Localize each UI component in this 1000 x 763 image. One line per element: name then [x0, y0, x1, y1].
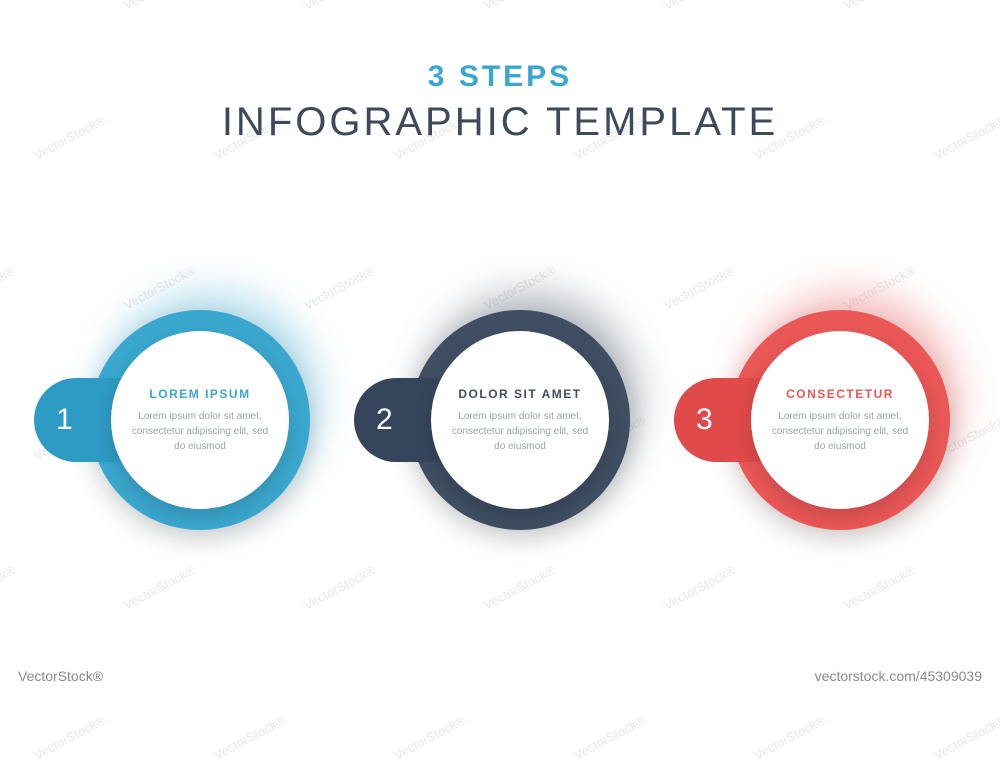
watermark-tile: VectorStock® [571, 712, 648, 762]
watermark-tile: VectorStock® [481, 562, 558, 612]
footer-left: VectorStock® [18, 668, 103, 684]
watermark-tile: VectorStock® [661, 562, 738, 612]
step-1-body: Lorem ipsum dolor sit amet, consectetur … [129, 409, 271, 454]
step-1-disc: LOREM IPSUM Lorem ipsum dolor sit amet, … [111, 331, 289, 509]
watermark-tile: VectorStock® [661, 0, 738, 13]
step-2-disc: DOLOR SIT AMET Lorem ipsum dolor sit ame… [431, 331, 609, 509]
watermark-tile: VectorStock® [481, 0, 558, 13]
watermark-tile: VectorStock® [31, 712, 108, 762]
steps-row: 1 LOREM IPSUM Lorem ipsum dolor sit amet… [40, 300, 960, 540]
watermark-tile: VectorStock® [301, 0, 378, 13]
step-3-number: 3 [696, 403, 713, 437]
watermark-tile: VectorStock® [751, 712, 828, 762]
step-2-title: DOLOR SIT AMET [458, 387, 581, 401]
watermark-tile: VectorStock® [121, 562, 198, 612]
step-2: 2 DOLOR SIT AMET Lorem ipsum dolor sit a… [360, 300, 640, 540]
title-small: 3 STEPS [0, 60, 1000, 94]
title-big: INFOGRAPHIC TEMPLATE [0, 100, 1000, 145]
step-1-title: LOREM IPSUM [149, 387, 250, 401]
watermark-tile: VectorStock® [121, 0, 198, 13]
step-3-body: Lorem ipsum dolor sit amet, consectetur … [769, 409, 911, 454]
step-1-number: 1 [56, 403, 73, 437]
watermark-tile: VectorStock® [391, 712, 468, 762]
watermark-tile: VectorStock® [0, 562, 18, 612]
step-2-body: Lorem ipsum dolor sit amet, consectetur … [449, 409, 591, 454]
watermark-tile: VectorStock® [931, 712, 1000, 762]
step-3: 3 CONSECTETUR Lorem ipsum dolor sit amet… [680, 300, 960, 540]
step-1: 1 LOREM IPSUM Lorem ipsum dolor sit amet… [40, 300, 320, 540]
watermark-tile: VectorStock® [841, 0, 918, 13]
watermark-tile: VectorStock® [0, 262, 18, 312]
step-2-number: 2 [376, 403, 393, 437]
watermark-tile: VectorStock® [841, 562, 918, 612]
header: 3 STEPS INFOGRAPHIC TEMPLATE [0, 60, 1000, 145]
watermark-tile: VectorStock® [0, 0, 18, 13]
watermark-tile: VectorStock® [211, 712, 288, 762]
watermark-tile: VectorStock® [301, 562, 378, 612]
step-3-disc: CONSECTETUR Lorem ipsum dolor sit amet, … [751, 331, 929, 509]
footer-right: vectorstock.com/45309039 [815, 668, 982, 684]
step-3-title: CONSECTETUR [786, 387, 894, 401]
